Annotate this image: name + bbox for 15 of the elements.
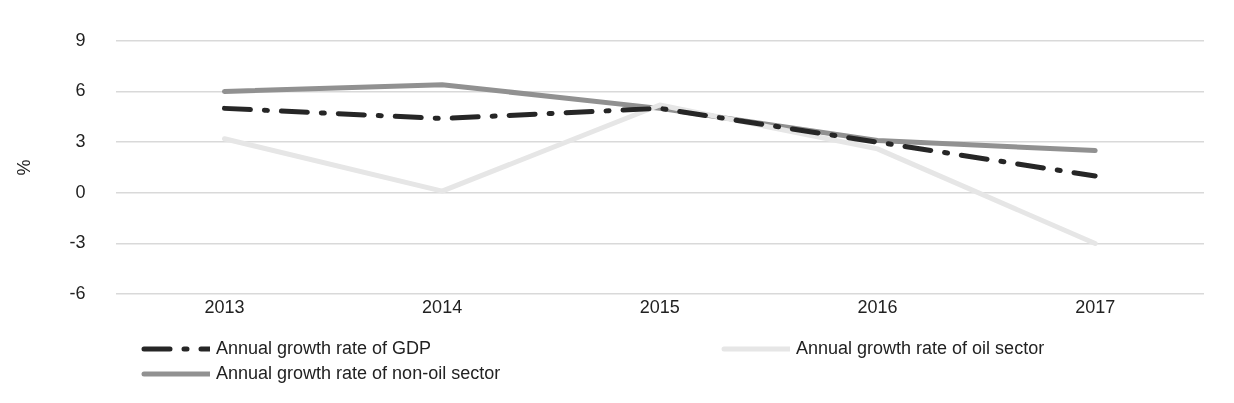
y-axis-title: %	[13, 159, 34, 176]
legend-label: Annual growth rate of oil sector	[796, 338, 1045, 359]
x-tick-label: 2014	[422, 296, 463, 317]
y-tick-label: -6	[69, 283, 86, 304]
y-tick-label: 6	[75, 80, 86, 101]
y-tick-label: 3	[75, 131, 86, 152]
x-tick-label: 2013	[204, 296, 245, 317]
x-tick-label: 2015	[639, 296, 680, 317]
y-tick-label: 0	[75, 181, 86, 202]
x-tick-label: 2016	[857, 296, 898, 317]
legend-label: Annual growth rate of GDP	[216, 338, 432, 359]
legend-label: Annual growth rate of non-oil sector	[216, 363, 501, 384]
y-tick-label: -3	[69, 232, 86, 253]
y-tick-label: 9	[75, 29, 86, 50]
x-tick-label: 2017	[1075, 296, 1116, 317]
